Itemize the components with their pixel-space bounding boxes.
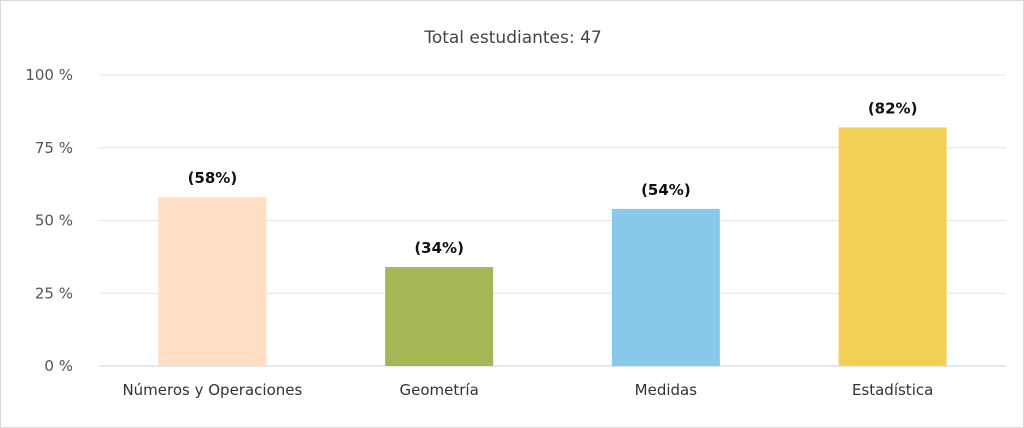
data-labels: (58%) (34%) (54%) (82%) — [188, 99, 918, 257]
bar — [385, 267, 494, 366]
x-tick-label: Medidas — [635, 381, 698, 399]
x-tick-label: Geometría — [399, 381, 478, 399]
x-tick-label: Números y Operaciones — [122, 381, 302, 399]
y-tick-label: 100 % — [25, 66, 73, 84]
chart-title: Total estudiantes: 47 — [423, 28, 601, 48]
data-label: (34%) — [414, 239, 464, 257]
x-tick-label: Estadística — [852, 381, 933, 399]
y-tick-label: 0 % — [44, 357, 73, 375]
y-tick-label: 75 % — [35, 139, 73, 157]
bar — [158, 197, 267, 366]
data-label: (58%) — [188, 169, 238, 187]
data-label: (54%) — [641, 181, 691, 199]
data-label: (82%) — [868, 99, 918, 117]
y-tick-label: 25 % — [35, 284, 73, 302]
y-tick-label: 50 % — [35, 212, 73, 230]
bar — [611, 208, 720, 366]
bars — [158, 127, 947, 366]
bar — [838, 127, 947, 366]
x-axis: Números y Operaciones Geometría Medidas Est… — [122, 381, 933, 399]
y-axis: 0 % 25 % 50 % 75 % 100 % — [25, 66, 73, 375]
